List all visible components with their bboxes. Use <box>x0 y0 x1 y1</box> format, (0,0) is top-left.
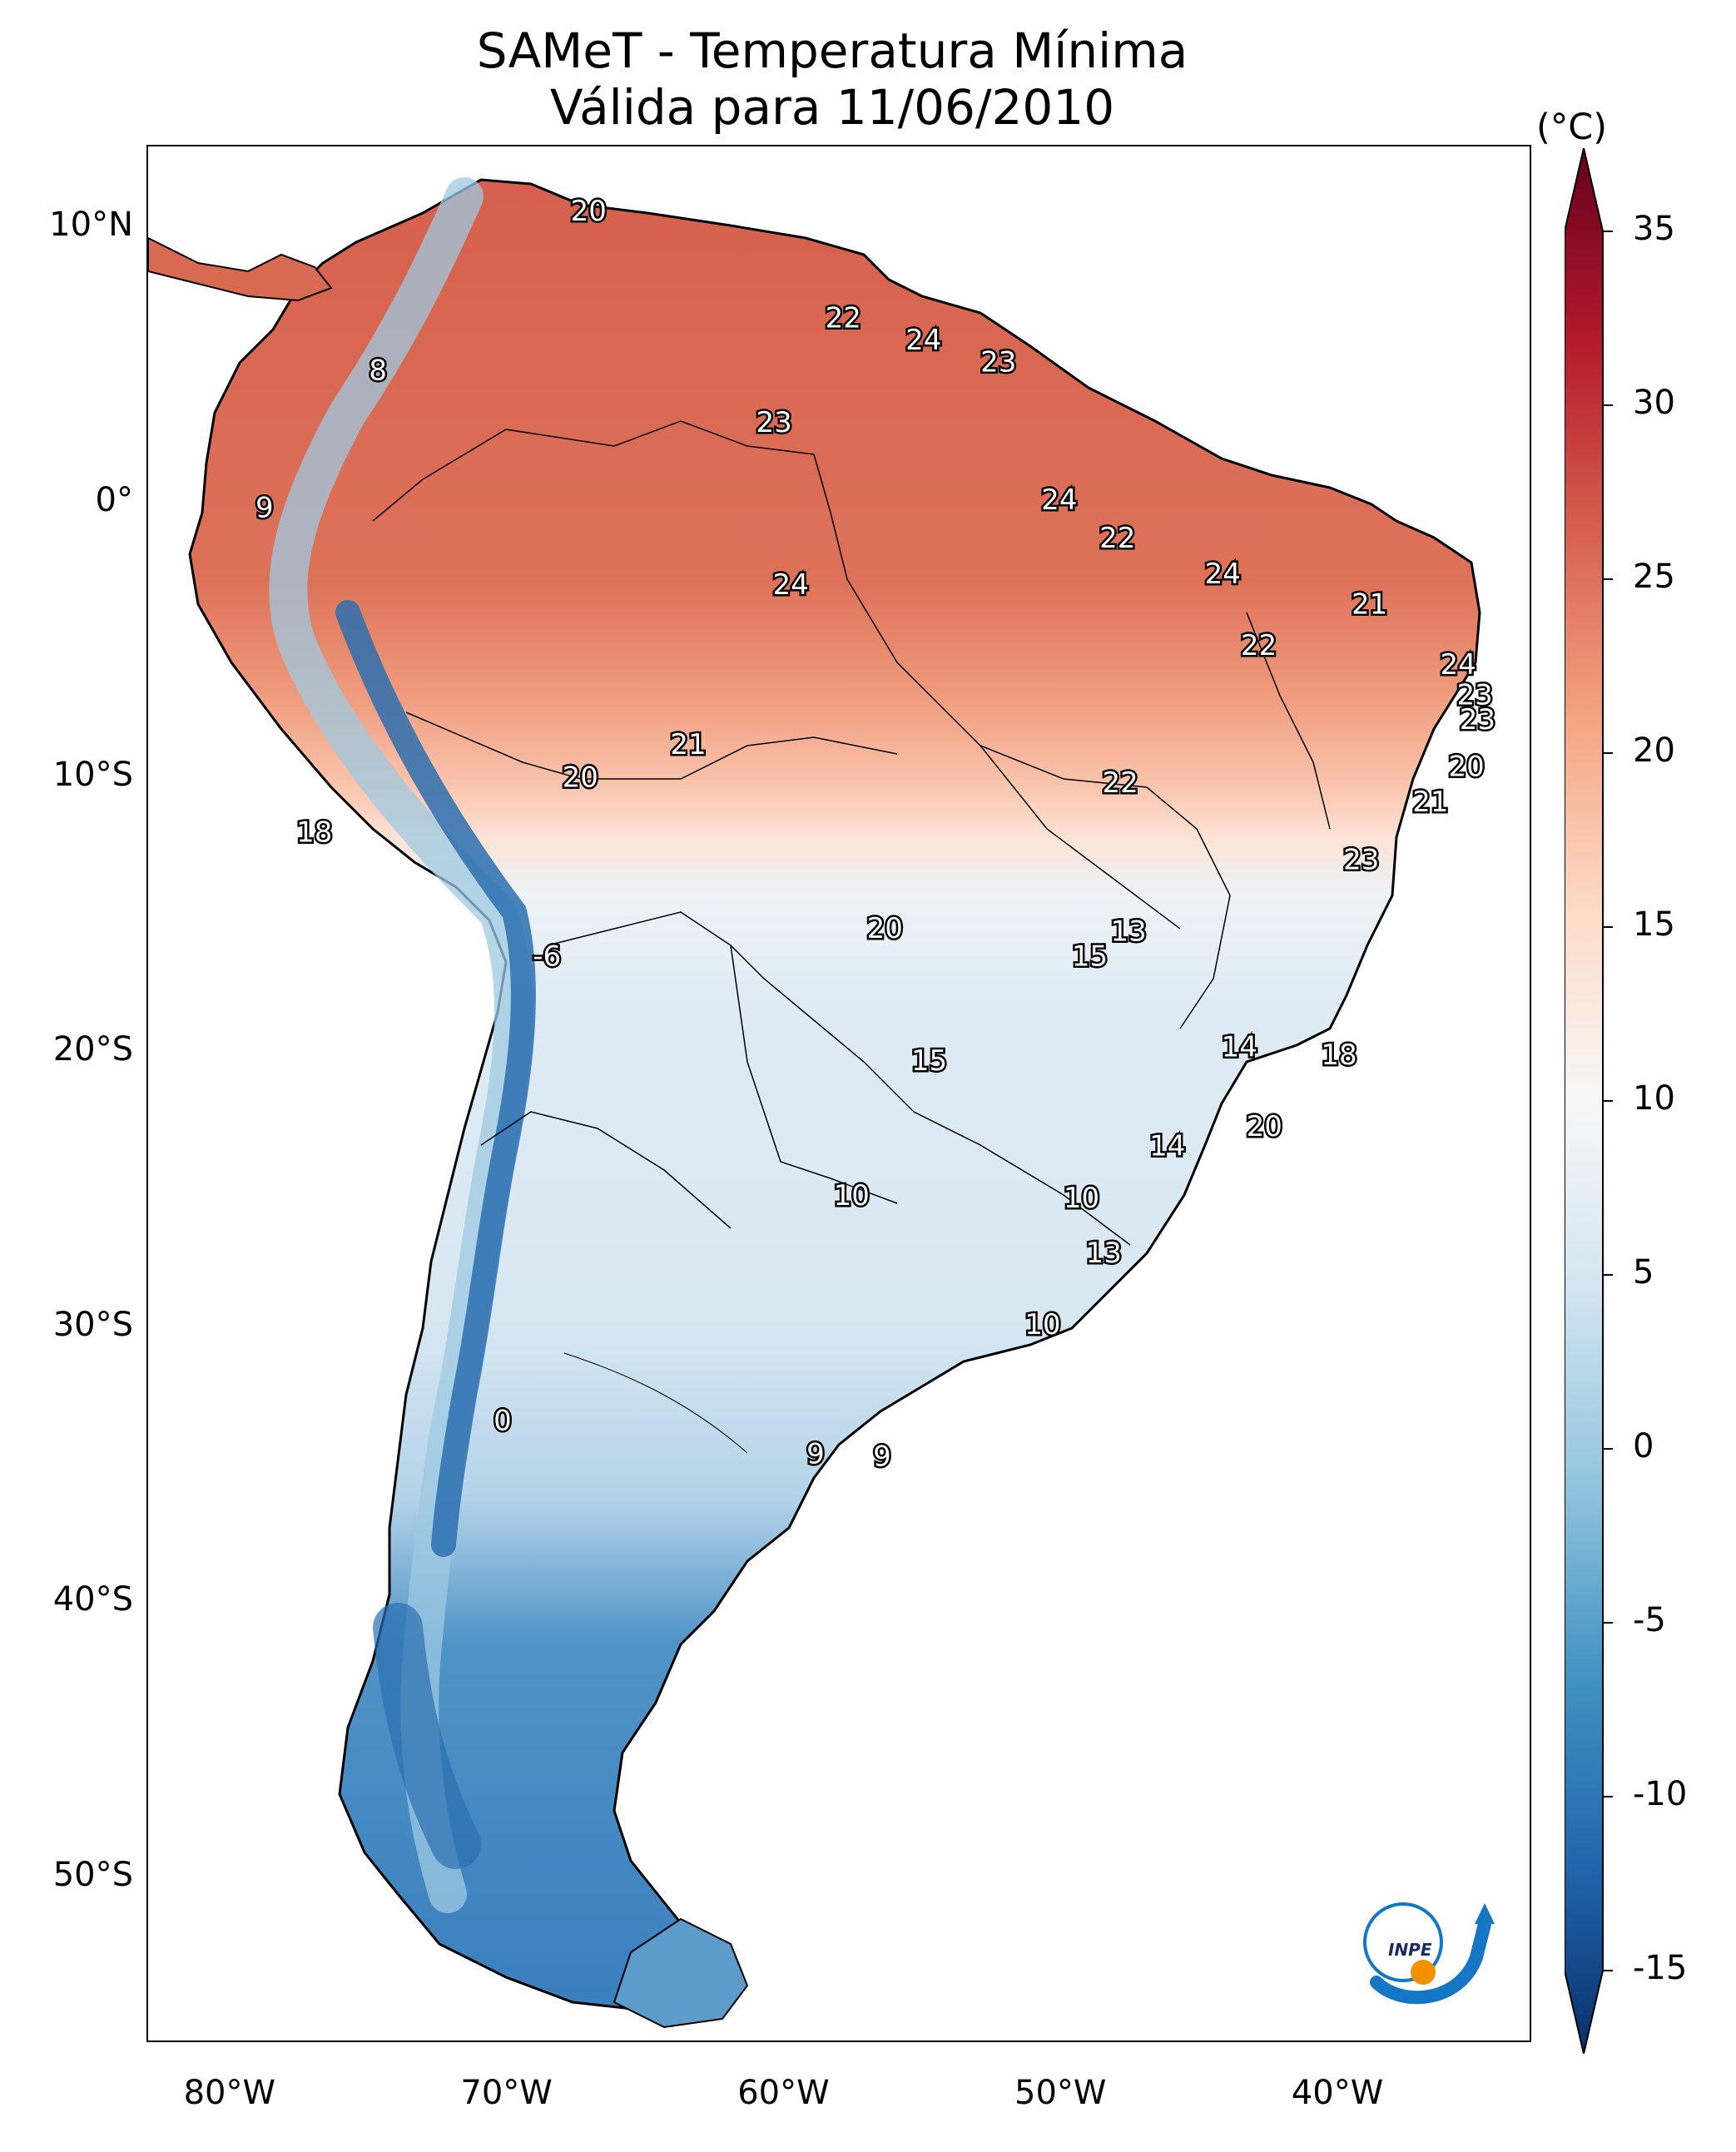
map-value-label: 9 <box>873 1440 891 1474</box>
map-value-label: 18 <box>1321 1039 1357 1072</box>
latitude-tick-label: 10°N <box>49 206 133 245</box>
latitude-tick-label: 10°S <box>52 756 133 794</box>
colorbar-tick-label: 35 <box>1633 210 1675 248</box>
map-value-label: 22 <box>1241 629 1277 662</box>
logo-sun-icon <box>1411 1960 1436 1985</box>
colorbar-unit: (°C) <box>1536 107 1608 148</box>
map-value-label: 23 <box>756 406 791 439</box>
inpe-logo: INPE <box>1363 1902 1495 2005</box>
latitude-tick-label: 50°S <box>52 1855 133 1894</box>
logo-text: INPE <box>1388 1940 1432 1960</box>
map-value-label: 15 <box>1072 940 1108 973</box>
colorbar-tick-label: 15 <box>1633 905 1675 944</box>
logo-swoosh-icon <box>1370 1917 1491 2005</box>
country-borders <box>372 420 1331 1246</box>
colorbar <box>1565 148 1613 2054</box>
longitude-tick-label: 40°W <box>1291 2074 1384 2112</box>
map-value-label: 24 <box>1440 648 1476 682</box>
logo-orbit-icon <box>1363 1902 1443 1982</box>
longitude-tick-label: 50°W <box>1014 2074 1107 2112</box>
colorbar-tick-label: -10 <box>1633 1775 1688 1813</box>
latitude-tick-label: 40°S <box>52 1580 133 1619</box>
map-value-label: 23 <box>980 346 1016 379</box>
map-value-label: 13 <box>1086 1237 1122 1270</box>
map-value-label: 21 <box>1412 786 1448 819</box>
map-value-label: 9 <box>255 492 274 525</box>
map-value-label: 22 <box>826 302 861 335</box>
map-value-label: 0 <box>494 1405 512 1438</box>
map-value-label: 18 <box>296 816 332 850</box>
map-value-label: 24 <box>772 568 808 602</box>
map-value-label: 22 <box>1102 766 1138 800</box>
map-value-label: 23 <box>1460 703 1495 736</box>
map-value-label: 20 <box>1448 750 1484 783</box>
andes-cold-band <box>269 177 536 1913</box>
map-value-label: 20 <box>563 761 598 795</box>
map-subtitle: Válida para 11/06/2010 <box>549 79 1115 136</box>
map-value-label: 21 <box>670 728 706 761</box>
map-value-label: 23 <box>1456 678 1492 712</box>
continent-shape <box>148 178 1481 2029</box>
map-value-label: 23 <box>1343 844 1379 877</box>
latitude-tick-label: 30°S <box>52 1305 133 1344</box>
longitude-tick-label: 80°W <box>183 2074 276 2112</box>
map-value-label: 14 <box>1222 1030 1257 1064</box>
colorbar-tick-label: -15 <box>1633 1949 1688 1987</box>
map-value-label: 24 <box>905 324 941 357</box>
map-value-label: 20 <box>1247 1110 1282 1143</box>
colorbar-tick-label: 10 <box>1633 1079 1675 1118</box>
logo-arrow-icon <box>1475 1903 1495 1924</box>
map-value-label: 13 <box>1110 915 1146 949</box>
map-value-label: 20 <box>571 195 607 228</box>
map-value-label: 10 <box>1064 1182 1099 1215</box>
map-value-label: 24 <box>1041 483 1077 517</box>
longitude-tick-label: 60°W <box>737 2074 830 2112</box>
colorbar-tick-label: 25 <box>1633 558 1675 596</box>
map-value-label: 10 <box>1024 1308 1060 1341</box>
map-value-label: -6 <box>533 940 561 973</box>
map-value-label: 15 <box>911 1044 947 1078</box>
colorbar-tick-label: 0 <box>1633 1427 1654 1465</box>
colorbar-tick-label: 5 <box>1633 1253 1654 1292</box>
map-panel: 20 22 24 23 8 23 24 9 22 24 24 21 22 24 23 23 21 20 22 20 21… <box>146 145 1531 2042</box>
colorbar-tick-label: -5 <box>1633 1601 1666 1639</box>
map-value-label: 22 <box>1099 522 1135 555</box>
latitude-tick-label: 20°S <box>52 1030 133 1069</box>
map-value-label: 21 <box>1352 588 1387 621</box>
map-value-label: 8 <box>369 355 387 388</box>
map-value-label: 24 <box>1205 558 1241 591</box>
map-value-label: 9 <box>806 1437 825 1470</box>
map-value-label: 20 <box>867 912 903 945</box>
map-value-label: 14 <box>1149 1129 1185 1163</box>
colorbar-tick-label: 20 <box>1633 731 1675 770</box>
map-title: SAMeT - Temperatura Mínima <box>476 22 1188 79</box>
colorbar-tick-label: 30 <box>1633 384 1675 422</box>
map-value-label: 10 <box>834 1179 870 1212</box>
latitude-tick-label: 0° <box>95 480 133 519</box>
longitude-tick-label: 70°W <box>460 2074 553 2112</box>
